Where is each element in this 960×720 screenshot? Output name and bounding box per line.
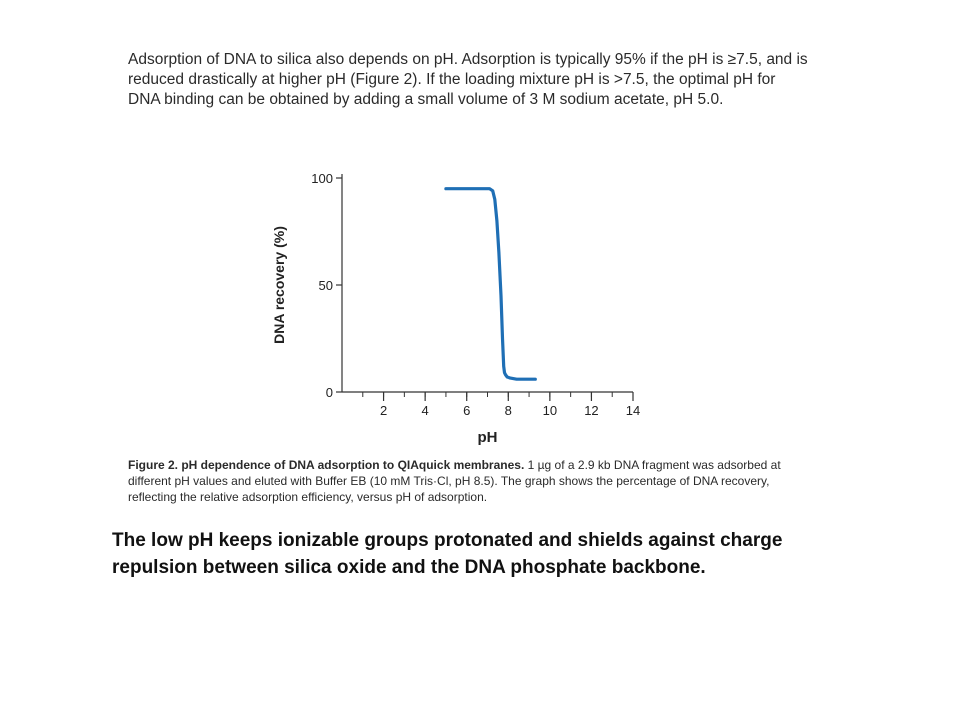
x-tick-label: 2 bbox=[380, 403, 387, 418]
series-line bbox=[444, 187, 537, 381]
chart-ticks: 2 4 6 8 10 12 14 0 50 100 bbox=[311, 171, 640, 418]
x-tick-label: 10 bbox=[543, 403, 557, 418]
y-tick-label: 0 bbox=[326, 385, 333, 400]
figure-caption: Figure 2. pH dependence of DNA adsorptio… bbox=[128, 457, 808, 505]
x-tick-label: 12 bbox=[584, 403, 598, 418]
explanation-text: The low pH keeps ionizable groups proton… bbox=[112, 530, 783, 578]
caption-body: 1 µg of a 2.9 kb DNA fragment was adsorb… bbox=[128, 458, 781, 504]
chart-axes bbox=[341, 174, 633, 393]
y-axis-label: DNA recovery (%) bbox=[271, 226, 287, 344]
x-tick-label: 14 bbox=[626, 403, 640, 418]
x-tick-label: 6 bbox=[463, 403, 470, 418]
chart-canvas: 2 4 6 8 10 12 14 0 50 100 pH DNA recovery (%) bbox=[271, 171, 640, 446]
caption-title: Figure 2. pH dependence of DNA adsorptio… bbox=[128, 458, 525, 472]
chart-series bbox=[444, 187, 537, 381]
y-tick-label: 50 bbox=[319, 278, 333, 293]
x-tick-label: 4 bbox=[422, 403, 429, 418]
ph-recovery-chart: 2 4 6 8 10 12 14 0 50 100 pH DNA recovery (%) bbox=[260, 160, 680, 450]
x-axis-label: pH bbox=[478, 429, 498, 446]
intro-paragraph: Adsorption of DNA to silica also depends… bbox=[128, 51, 808, 108]
x-tick-label: 8 bbox=[505, 403, 512, 418]
y-tick-label: 100 bbox=[311, 171, 333, 186]
